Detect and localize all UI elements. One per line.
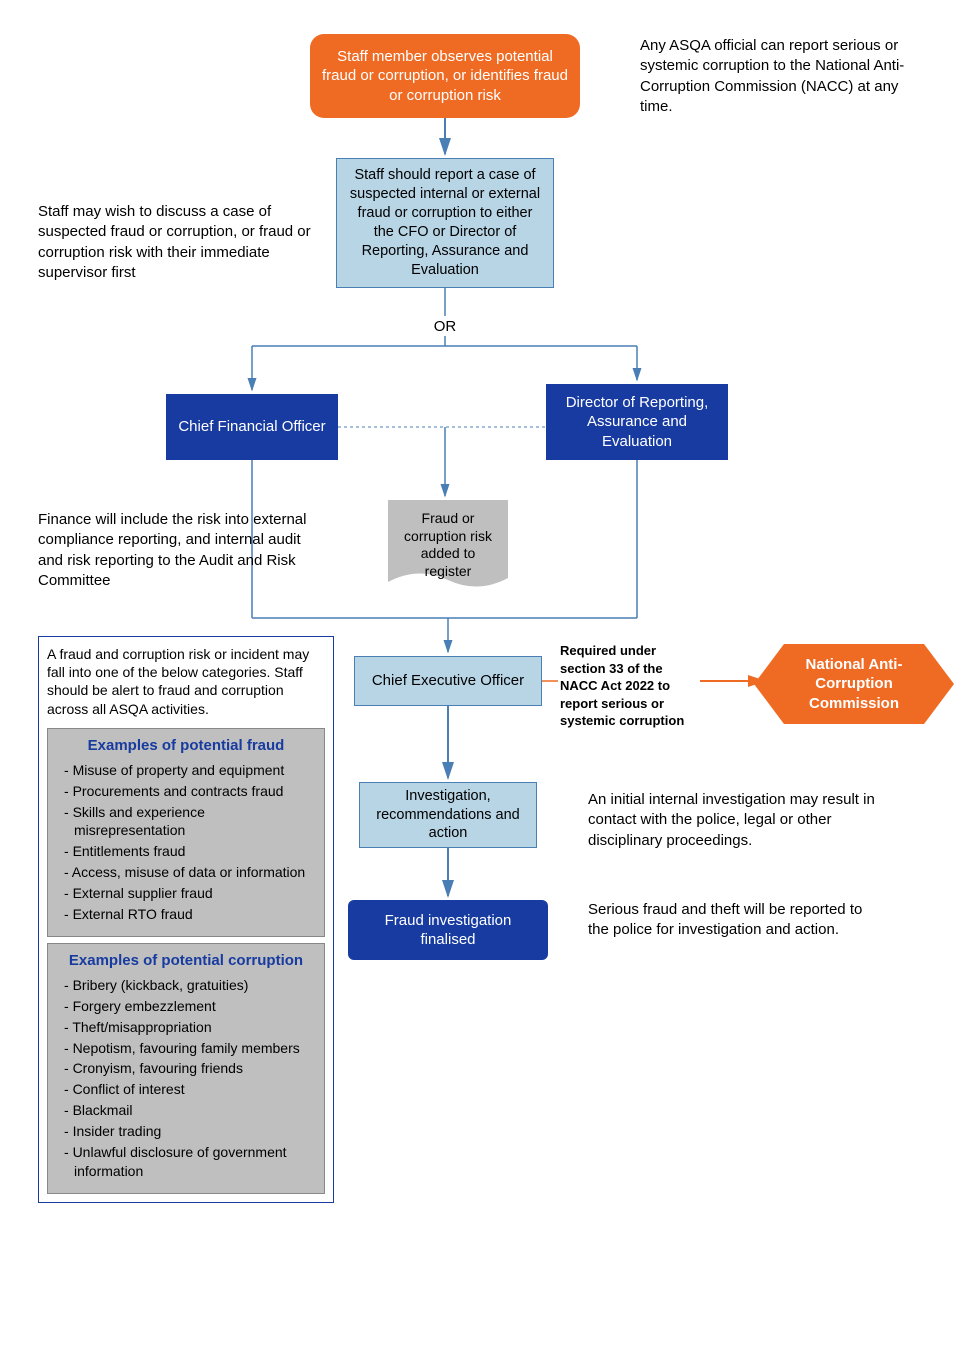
node-director: Director of Reporting, Assurance and Eva… xyxy=(546,384,728,460)
note-supervisor: Staff may wish to discuss a case of susp… xyxy=(38,202,318,283)
node-nacc: National Anti-Corruption Commission xyxy=(754,644,954,724)
node-register: Fraud or corruption risk added to regist… xyxy=(388,500,508,594)
examples-panel: A fraud and corruption risk or incident … xyxy=(38,636,334,1203)
list-item: Skills and experience misrepresentation xyxy=(64,803,314,841)
note-nacc-anytime: Any ASQA official can report serious or … xyxy=(640,36,910,117)
examples-corruption: Examples of potential corruption Bribery… xyxy=(47,943,325,1194)
list-item: Insider trading xyxy=(64,1122,314,1141)
examples-fraud-title: Examples of potential fraud xyxy=(58,737,314,755)
list-item: Cronyism, favouring friends xyxy=(64,1059,314,1078)
examples-corruption-title: Examples of potential corruption xyxy=(58,952,314,970)
list-item: External RTO fraud xyxy=(64,905,314,924)
list-item: External supplier fraud xyxy=(64,884,314,903)
node-start: Staff member observes potential fraud or… xyxy=(310,34,580,118)
nacc-requirement-note: Required under section 33 of the NACC Ac… xyxy=(560,642,700,730)
list-item: Entitlements fraud xyxy=(64,842,314,861)
list-item: Blackmail xyxy=(64,1101,314,1120)
list-item: Misuse of property and equipment xyxy=(64,761,314,780)
node-investigation-text: Investigation, recommendations and actio… xyxy=(372,787,524,844)
note-finance: Finance will include the risk into exter… xyxy=(38,510,318,591)
list-item: Access, misuse of data or information xyxy=(64,863,314,882)
list-item: Nepotism, favouring family members xyxy=(64,1039,314,1058)
examples-intro: A fraud and corruption risk or incident … xyxy=(47,645,325,718)
node-cfo-text: Chief Financial Officer xyxy=(178,417,325,437)
list-item: Bribery (kickback, gratuities) xyxy=(64,976,314,995)
node-report: Staff should report a case of suspected … xyxy=(336,158,554,288)
node-investigation: Investigation, recommendations and actio… xyxy=(359,782,537,848)
node-finalised: Fraud investigation finalised xyxy=(348,900,548,960)
node-register-text: Fraud or corruption risk added to regist… xyxy=(404,510,492,579)
examples-fraud: Examples of potential fraud Misuse of pr… xyxy=(47,728,325,937)
node-cfo: Chief Financial Officer xyxy=(166,394,338,460)
list-item: Forgery embezzlement xyxy=(64,997,314,1016)
node-director-text: Director of Reporting, Assurance and Eva… xyxy=(558,393,716,452)
list-item: Unlawful disclosure of government inform… xyxy=(64,1143,314,1181)
list-item: Theft/misappropriation xyxy=(64,1018,314,1037)
node-nacc-text: National Anti-Corruption Commission xyxy=(806,656,903,712)
node-report-text: Staff should report a case of suspected … xyxy=(349,166,541,279)
note-serious-fraud: Serious fraud and theft will be reported… xyxy=(588,900,878,941)
node-ceo-text: Chief Executive Officer xyxy=(372,671,524,691)
node-finalised-text: Fraud investigation finalised xyxy=(360,911,536,950)
list-item: Conflict of interest xyxy=(64,1080,314,1099)
examples-corruption-list: Bribery (kickback, gratuities) Forgery em… xyxy=(58,976,314,1181)
note-initial-investigation: An initial internal investigation may re… xyxy=(588,790,878,851)
or-label: OR xyxy=(428,318,462,335)
node-ceo: Chief Executive Officer xyxy=(354,656,542,706)
list-item: Procurements and contracts fraud xyxy=(64,782,314,801)
node-start-text: Staff member observes potential fraud or… xyxy=(322,47,568,106)
examples-fraud-list: Misuse of property and equipment Procurem… xyxy=(58,761,314,924)
